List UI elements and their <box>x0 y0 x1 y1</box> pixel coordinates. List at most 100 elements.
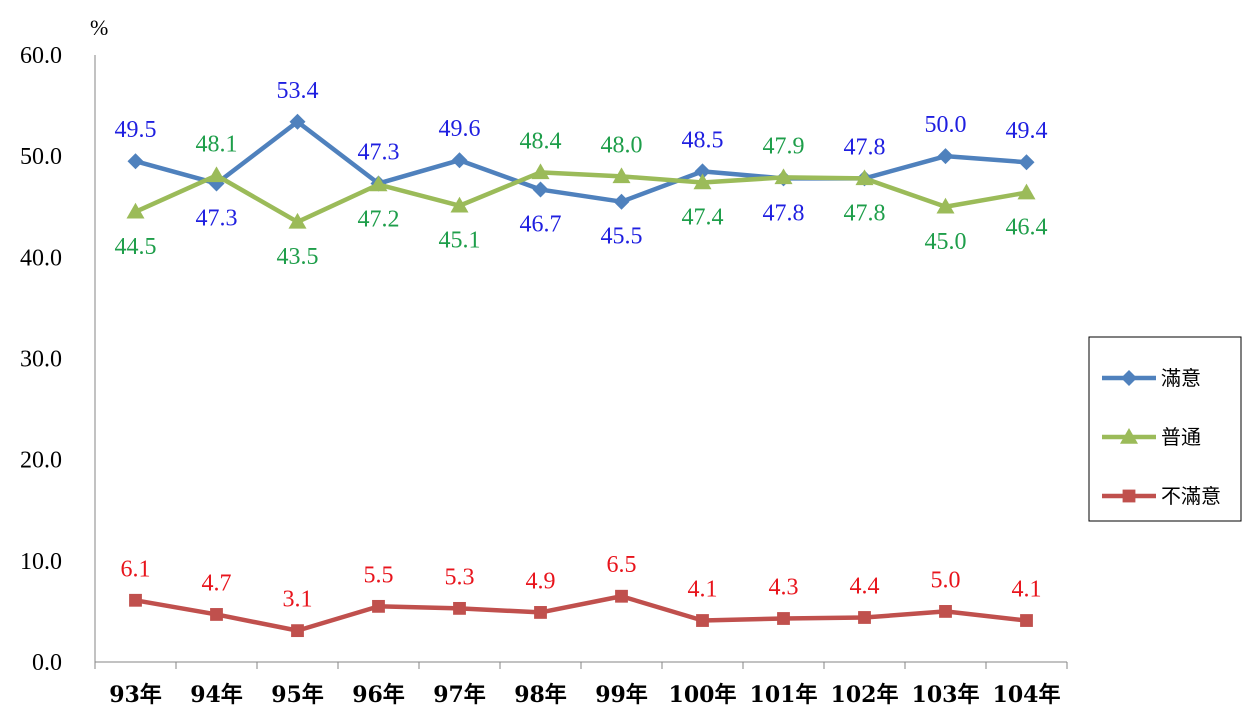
data-label: 48.5 <box>682 127 724 153</box>
data-label: 44.5 <box>115 234 157 260</box>
data-point-marker <box>694 163 711 180</box>
series-line <box>135 593 1027 633</box>
axes: 0.0 10.0 20.0 30.0 40.0 50.0 60.0% 93年 94年 95年 96年… <box>20 15 1068 708</box>
data-label: 5.3 <box>445 564 475 590</box>
data-point-marker <box>612 167 631 184</box>
data-point-marker <box>937 148 954 165</box>
y-tick-label: 0.0 <box>32 650 62 676</box>
x-tick-label: 95年 <box>271 682 324 708</box>
data-point-marker <box>855 169 874 186</box>
data-label: 48.0 <box>601 132 643 158</box>
data-label: 47.8 <box>763 200 805 226</box>
legend-box <box>1088 336 1242 522</box>
legend-item: 普通 <box>1102 425 1201 449</box>
data-label: 47.3 <box>196 205 238 231</box>
data-point-marker <box>696 614 709 627</box>
x-tick-label: 100年 <box>669 682 737 708</box>
x-tick-label: 93年 <box>109 682 162 708</box>
y-unit-label: % <box>90 15 108 40</box>
data-label: 47.4 <box>682 204 724 230</box>
data-point-marker <box>453 601 466 615</box>
data-point-marker <box>613 193 630 210</box>
x-tick-label: 101年 <box>750 682 818 708</box>
data-point-marker <box>369 175 388 192</box>
legend-label: 不滿意 <box>1161 484 1221 508</box>
legend-item: 滿意 <box>1102 366 1201 390</box>
data-label: 47.3 <box>358 139 400 165</box>
data-label: 45.1 <box>439 228 481 254</box>
series-line <box>134 170 1027 225</box>
data-point-marker <box>1121 370 1137 386</box>
data-point-marker <box>534 606 547 619</box>
series-普通 <box>126 163 1036 229</box>
x-tick-label: 96年 <box>352 682 405 708</box>
data-label: 50.0 <box>925 112 967 138</box>
legend-item: 不滿意 <box>1102 484 1221 508</box>
data-point-marker <box>451 152 468 169</box>
data-point-marker <box>693 173 712 190</box>
data-label: 6.5 <box>607 552 637 578</box>
x-tick-label: 94年 <box>190 682 243 708</box>
data-point-marker <box>207 166 226 183</box>
x-tick-label: 104年 <box>993 682 1061 708</box>
data-point-marker <box>288 212 307 229</box>
data-label: 53.4 <box>277 78 319 104</box>
y-tick-label: 30.0 <box>20 347 62 373</box>
data-point-marker <box>1122 489 1136 503</box>
data-label: 4.7 <box>202 570 232 596</box>
series-line <box>134 119 1027 204</box>
data-point-marker <box>126 202 145 219</box>
data-point-marker <box>532 181 549 198</box>
y-tick-label: 10.0 <box>20 549 62 575</box>
data-label: 47.8 <box>844 200 886 226</box>
x-tick-label: 98年 <box>514 682 567 708</box>
series-不滿意 <box>129 589 1033 638</box>
data-label: 47.2 <box>358 206 400 232</box>
data-label: 48.1 <box>196 131 238 157</box>
data-label: 49.4 <box>1006 118 1048 144</box>
data-label: 47.9 <box>763 133 805 159</box>
series-layer <box>126 113 1036 638</box>
data-point-marker <box>1020 614 1033 627</box>
data-point-marker <box>289 113 306 130</box>
data-point-marker <box>936 197 955 214</box>
data-point-marker <box>939 605 952 618</box>
data-label: 49.5 <box>115 117 157 143</box>
y-tick-label: 40.0 <box>20 245 62 271</box>
data-point-marker <box>777 612 790 625</box>
data-label: 4.9 <box>526 568 556 594</box>
data-point-marker <box>531 163 550 180</box>
data-label: 45.5 <box>601 224 643 250</box>
data-label: 43.5 <box>277 244 319 270</box>
x-tick-label: 97年 <box>433 682 486 708</box>
data-label: 4.4 <box>850 573 880 599</box>
legend-label: 普通 <box>1161 425 1201 449</box>
data-label: 46.4 <box>1006 215 1048 241</box>
data-point-marker <box>129 593 142 607</box>
data-label: 5.5 <box>364 562 394 588</box>
series-滿意 <box>127 113 1035 210</box>
data-label: 45.0 <box>925 229 967 255</box>
data-point-marker <box>1017 183 1036 200</box>
x-tick-label: 99年 <box>595 682 648 708</box>
data-point-marker <box>615 589 628 603</box>
data-label: 4.3 <box>769 574 799 600</box>
data-point-marker <box>774 168 793 185</box>
legend-label: 滿意 <box>1161 366 1201 390</box>
x-tick-label: 102年 <box>831 682 899 708</box>
y-tick-label: 50.0 <box>20 144 62 170</box>
data-point-marker <box>127 153 144 170</box>
y-tick-label: 20.0 <box>20 448 62 474</box>
data-point-marker <box>291 624 304 638</box>
data-label: 5.0 <box>931 567 961 593</box>
x-tick-label: 103年 <box>912 682 980 708</box>
data-labels: 49.5 47.3 53.4 47.3 49.6 46.7 45.5 48.5 47.8 47.8… <box>115 78 1048 613</box>
data-label: 6.1 <box>121 556 151 582</box>
data-label: 3.1 <box>283 587 313 613</box>
data-point-marker <box>372 599 385 613</box>
data-label: 49.6 <box>439 116 481 142</box>
data-point-marker <box>210 608 223 621</box>
data-label: 46.7 <box>520 212 562 238</box>
